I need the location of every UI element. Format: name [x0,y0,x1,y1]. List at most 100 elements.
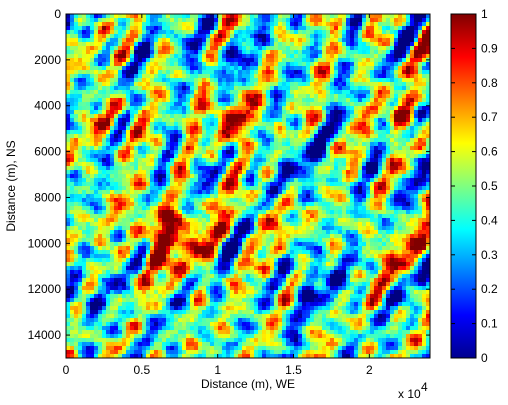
heatmap-cell [298,190,303,195]
heatmap-cell [154,230,159,235]
heatmap-cell [194,194,199,199]
heatmap-cell [394,106,399,111]
heatmap-cell [350,106,355,111]
heatmap-cell [126,118,131,123]
heatmap-cell [154,98,159,103]
heatmap-cell [98,78,103,83]
heatmap-cell [202,138,207,143]
heatmap-cell [422,42,427,47]
heatmap-cell [258,194,263,199]
heatmap-cell [70,74,75,79]
heatmap-cell [170,194,175,199]
heatmap-cell [406,78,411,83]
heatmap-cell [306,150,311,155]
heatmap-cell [338,46,343,51]
heatmap-cell [366,206,371,211]
heatmap-cell [374,230,379,235]
heatmap-cell [306,106,311,111]
heatmap-cell [202,210,207,215]
heatmap-cell [134,54,139,59]
heatmap-cell [130,170,135,175]
heatmap-cell [102,118,107,123]
heatmap-cell [134,118,139,123]
heatmap-cell [90,206,95,211]
heatmap-cell [318,94,323,99]
heatmap-cell [358,86,363,91]
heatmap-cell [374,58,379,63]
heatmap-cell [246,54,251,59]
heatmap-cell [66,22,71,27]
heatmap-cell [98,130,103,135]
heatmap-cell [234,114,239,119]
heatmap-cell [158,110,163,115]
heatmap-cell [362,158,367,163]
heatmap-cell [330,78,335,83]
heatmap-cell [358,146,363,151]
heatmap-cell [166,182,171,187]
heatmap-cell [406,14,411,19]
heatmap-cell [230,154,235,159]
heatmap-cell [410,154,415,159]
heatmap-cell [358,110,363,115]
heatmap-cell [326,202,331,207]
heatmap-cell [346,82,351,87]
heatmap-cell [386,158,391,163]
heatmap-cell [426,130,430,135]
heatmap-cell [170,18,175,23]
heatmap-cell [274,34,279,39]
heatmap-cell [262,90,267,95]
heatmap-cell [218,18,223,23]
heatmap-cell [234,130,239,135]
heatmap-cell [294,50,299,55]
heatmap-cell [414,206,419,211]
heatmap-cell [338,130,343,135]
heatmap-cell [378,66,383,71]
heatmap-cell [182,74,187,79]
heatmap-cell [250,94,255,99]
heatmap-cell [358,126,363,131]
heatmap-cell [230,218,235,223]
heatmap-cell [238,66,243,71]
heatmap-cell [398,186,403,191]
heatmap-cell [162,50,167,55]
heatmap-cell [178,166,183,171]
heatmap-cell [110,134,115,139]
heatmap-cell [106,122,111,127]
heatmap-cell [218,138,223,143]
heatmap-cell [166,150,171,155]
heatmap-cell [338,74,343,79]
heatmap-cell [386,194,391,199]
heatmap-cell [390,78,395,83]
heatmap-cell [66,210,71,215]
heatmap-cell [246,34,251,39]
heatmap-cell [126,30,131,35]
heatmap-cell [214,150,219,155]
heatmap-cell [382,54,387,59]
heatmap-cell [338,174,343,179]
heatmap-cell [318,26,323,31]
heatmap-cell [354,182,359,187]
heatmap-cell [354,166,359,171]
heatmap-cell [270,218,275,223]
heatmap-cell [306,70,311,75]
heatmap-cell [386,142,391,147]
heatmap-cell [242,62,247,67]
heatmap-cell [74,26,79,31]
heatmap-cell [170,110,175,115]
heatmap-cell [106,126,111,131]
heatmap-cell [318,230,323,235]
heatmap-cell [234,230,239,235]
heatmap-cell [346,190,351,195]
heatmap-cell [354,198,359,203]
heatmap-cell [298,130,303,135]
heatmap-cell [298,62,303,67]
heatmap-cell [406,162,411,167]
heatmap-cell [130,210,135,215]
heatmap-cell [150,54,155,59]
heatmap-cell [134,42,139,47]
heatmap-cell [410,46,415,51]
heatmap-cell [358,202,363,207]
heatmap-cell [138,154,143,159]
heatmap-cell [318,82,323,87]
